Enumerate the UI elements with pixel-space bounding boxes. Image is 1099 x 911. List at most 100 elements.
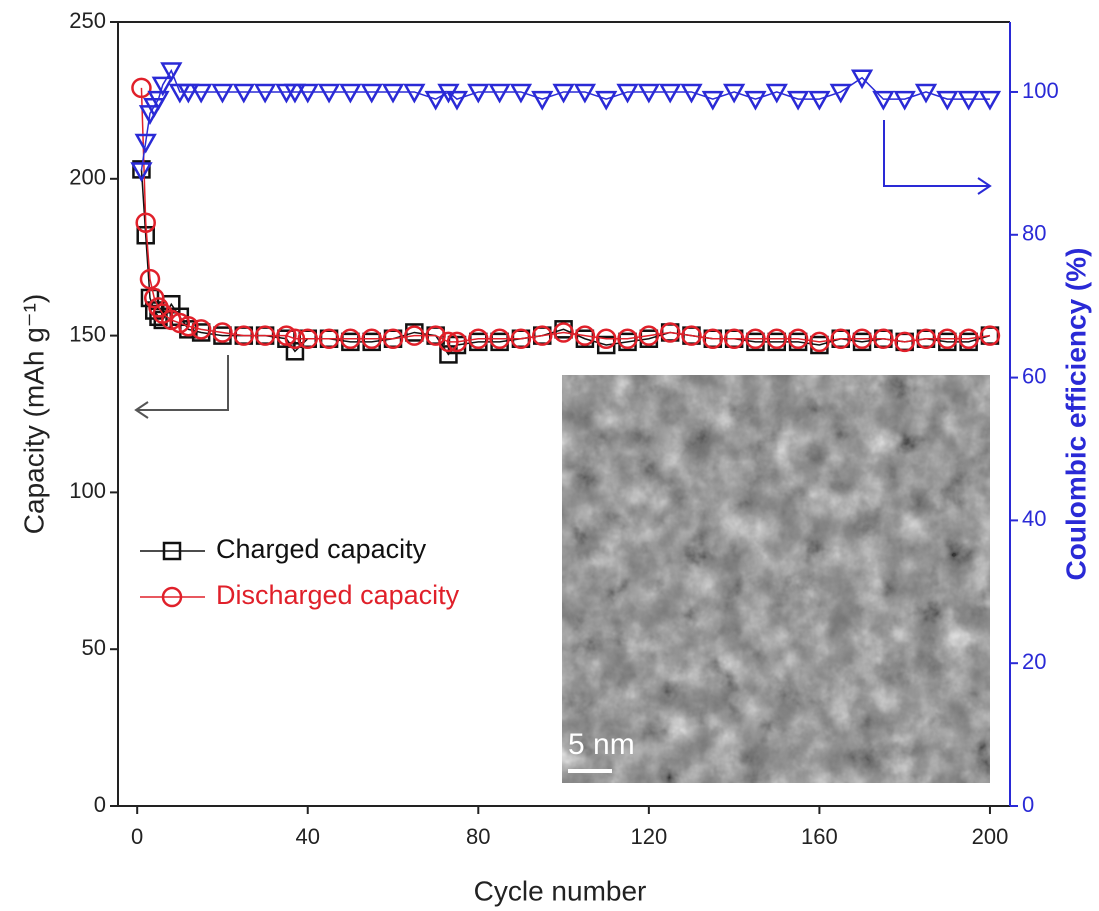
y2-tick-label: 100: [1022, 78, 1059, 103]
marker: [702, 328, 724, 349]
marker: [681, 325, 702, 346]
y-tick-label: 50: [82, 635, 106, 660]
marker: [276, 325, 297, 346]
right-axis-arrow: [883, 120, 992, 195]
marker: [616, 83, 639, 104]
marker: [787, 328, 809, 349]
marker: [723, 328, 745, 349]
marker: [211, 83, 234, 104]
marker: [659, 322, 681, 343]
marker: [135, 212, 156, 233]
marker: [765, 83, 788, 104]
marker: [190, 83, 213, 104]
y-tick-label: 150: [69, 321, 106, 346]
marker: [808, 90, 831, 111]
marker: [637, 83, 660, 104]
x-tick-label: 80: [466, 824, 490, 849]
marker: [829, 83, 852, 104]
marker: [212, 322, 233, 343]
y2-axis-label: Coulombic efficiency (%): [1060, 248, 1091, 581]
marker: [361, 328, 382, 349]
x-tick-label: 160: [801, 824, 838, 849]
marker: [446, 331, 468, 353]
marker: [510, 328, 532, 349]
marker: [850, 69, 874, 90]
marker: [284, 328, 306, 349]
marker: [701, 90, 724, 111]
marker: [169, 312, 191, 334]
marker: [296, 83, 319, 104]
legend-marker: [162, 541, 182, 561]
scale-label: 5 nm: [568, 728, 635, 761]
legend-label: Discharged capacity: [216, 580, 460, 610]
marker: [297, 328, 318, 349]
marker: [143, 287, 165, 309]
marker: [553, 322, 574, 343]
marker: [766, 328, 788, 349]
marker: [915, 328, 937, 349]
marker: [139, 268, 161, 290]
marker: [285, 342, 305, 361]
x-tick-label: 200: [972, 824, 1009, 849]
marker: [403, 83, 426, 104]
marker: [425, 325, 446, 346]
marker: [283, 83, 307, 104]
marker: [957, 90, 980, 111]
marker: [360, 83, 383, 104]
y2-tick-label: 40: [1022, 506, 1046, 531]
x-axis-label: Cycle number: [474, 875, 647, 906]
marker: [339, 83, 362, 104]
marker: [722, 83, 746, 104]
marker: [851, 328, 873, 349]
marker: [573, 83, 597, 104]
marker: [680, 83, 703, 104]
marker: [894, 331, 915, 353]
y-tick-label: 250: [69, 8, 106, 33]
marker: [872, 90, 895, 111]
marker: [617, 328, 638, 349]
marker: [318, 328, 340, 349]
x-tick-label: 0: [131, 824, 143, 849]
marker: [424, 90, 447, 111]
marker: [445, 90, 469, 111]
marker: [382, 328, 404, 349]
left-axis-arrow: [134, 355, 229, 419]
marker: [937, 328, 958, 349]
marker: [745, 328, 766, 349]
marker: [233, 325, 255, 346]
y2-tick-label: 0: [1022, 792, 1034, 817]
y2-tick-label: 80: [1022, 221, 1046, 246]
marker: [178, 315, 199, 337]
marker: [509, 83, 533, 104]
y-tick-label: 0: [94, 792, 106, 817]
y2-tick-label: 60: [1022, 363, 1046, 388]
series-line: [140, 87, 991, 343]
marker: [552, 83, 575, 104]
marker: [151, 76, 174, 97]
marker: [177, 83, 200, 104]
marker: [438, 331, 459, 353]
marker: [531, 90, 554, 111]
marker: [893, 90, 916, 111]
marker: [830, 328, 851, 349]
marker: [638, 325, 660, 346]
x-tick-label: 120: [630, 824, 667, 849]
marker: [744, 90, 767, 111]
marker: [130, 162, 153, 183]
marker: [131, 77, 152, 99]
marker: [809, 331, 830, 353]
y-tick-label: 200: [69, 165, 106, 190]
legend-label: Charged capacity: [216, 534, 427, 564]
marker: [190, 319, 212, 340]
marker: [595, 90, 618, 111]
marker: [786, 90, 810, 111]
marker: [340, 328, 361, 349]
marker: [147, 90, 170, 111]
marker: [914, 83, 938, 104]
marker: [488, 83, 511, 104]
x-tick-label: 40: [295, 824, 319, 849]
marker: [659, 83, 682, 104]
marker: [254, 325, 276, 346]
marker: [134, 133, 157, 154]
